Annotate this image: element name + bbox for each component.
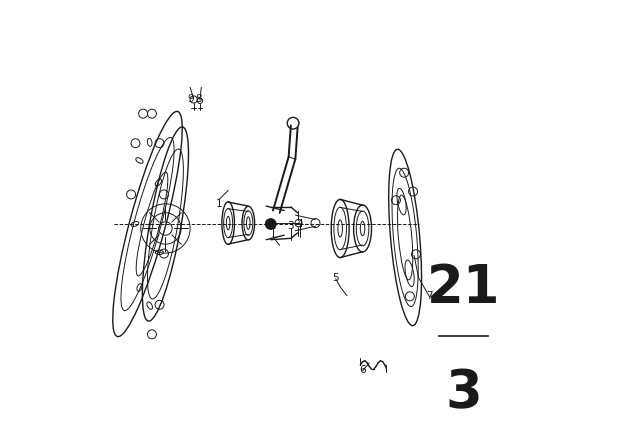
Circle shape xyxy=(266,219,276,229)
Text: 6: 6 xyxy=(359,365,366,375)
Text: 9: 9 xyxy=(188,95,195,104)
Text: 1: 1 xyxy=(216,199,223,209)
Text: 3: 3 xyxy=(287,221,294,231)
Text: 5: 5 xyxy=(332,273,339,283)
Text: 3: 3 xyxy=(445,367,482,419)
Text: 4: 4 xyxy=(296,219,303,229)
Text: 21: 21 xyxy=(427,262,500,314)
Text: 7: 7 xyxy=(426,291,433,301)
Text: 8: 8 xyxy=(195,95,202,104)
Text: 2: 2 xyxy=(269,221,276,231)
